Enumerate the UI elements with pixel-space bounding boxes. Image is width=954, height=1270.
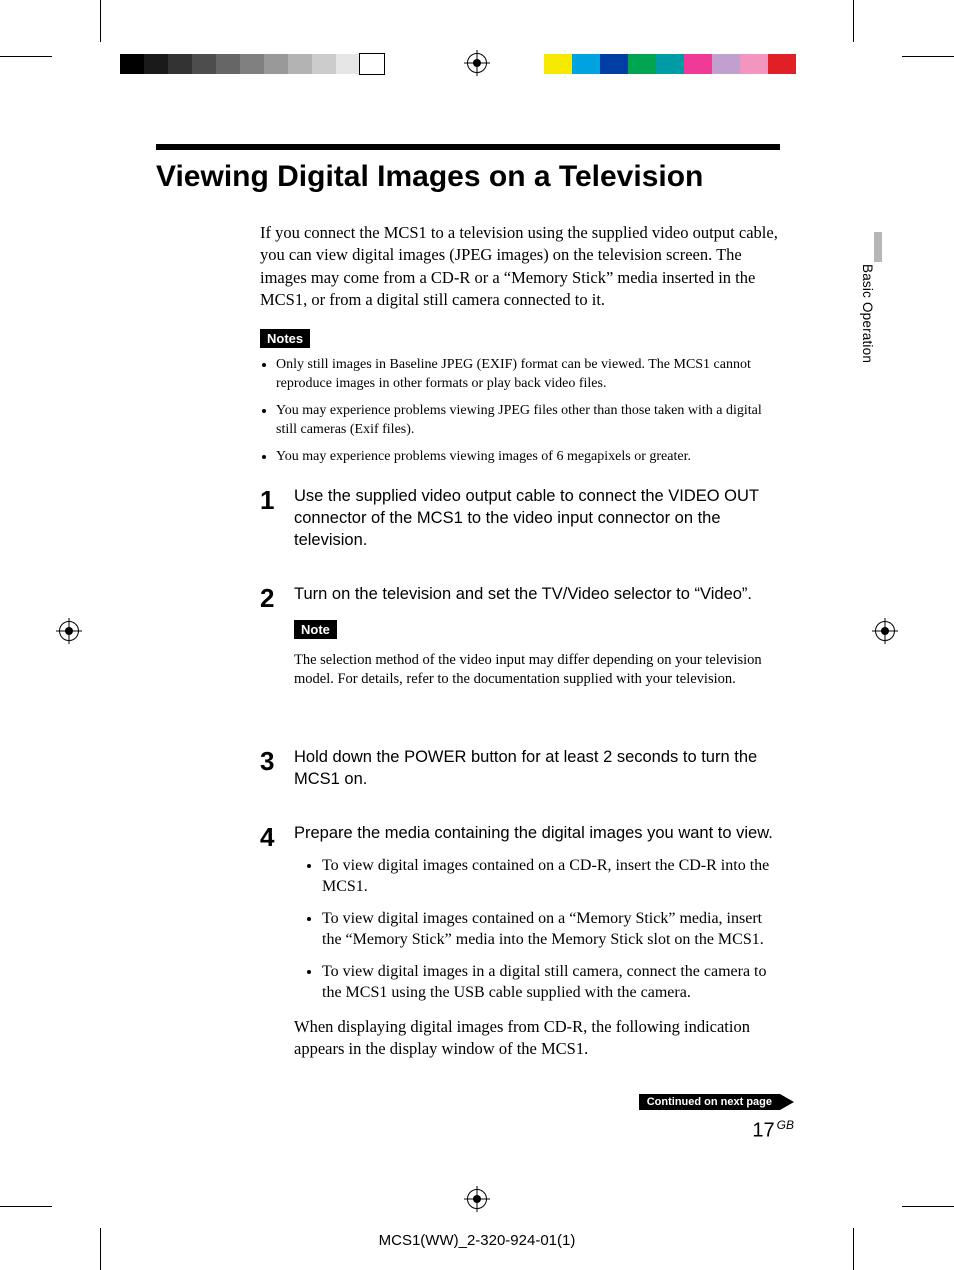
- crop-mark: [0, 56, 52, 57]
- list-item: To view digital images in a digital stil…: [322, 961, 780, 1004]
- crop-mark: [853, 0, 854, 42]
- list-item: To view digital images contained on a CD…: [322, 855, 780, 898]
- step: 3 Hold down the POWER button for at leas…: [260, 746, 780, 801]
- step-number: 4: [260, 822, 294, 1060]
- step-number: 2: [260, 583, 294, 697]
- registration-mark-icon: [56, 618, 82, 644]
- title-rule: [156, 144, 780, 150]
- note-label: Note: [294, 620, 337, 639]
- list-item: Only still images in Baseline JPEG (EXIF…: [276, 356, 780, 394]
- step-number: 1: [260, 485, 294, 562]
- page-number: 17GB: [752, 1118, 794, 1143]
- sub-bullets: To view digital images contained on a CD…: [294, 855, 780, 1005]
- registration-mark-icon: [464, 50, 490, 76]
- step-text: Prepare the media containing the digital…: [294, 822, 780, 844]
- crop-mark: [0, 1206, 52, 1207]
- page-lang: GB: [777, 1118, 794, 1132]
- page-number-value: 17: [752, 1120, 774, 1142]
- list-item: To view digital images contained on a “M…: [322, 908, 780, 951]
- body-column: If you connect the MCS1 to a television …: [260, 222, 780, 1061]
- step-text: Use the supplied video output cable to c…: [294, 485, 780, 552]
- step-body: Prepare the media containing the digital…: [294, 822, 780, 1060]
- spacer: [260, 720, 780, 746]
- crop-mark: [100, 0, 101, 42]
- continued-banner: Continued on next page: [639, 1094, 794, 1110]
- notes-list: Only still images in Baseline JPEG (EXIF…: [260, 356, 780, 466]
- crop-mark: [902, 1206, 954, 1207]
- arrow-right-icon: [780, 1094, 794, 1110]
- notes-label: Notes: [260, 329, 310, 348]
- step: 4 Prepare the media containing the digit…: [260, 822, 780, 1060]
- continued-label: Continued on next page: [639, 1094, 780, 1110]
- crop-mark: [902, 56, 954, 57]
- step-text: Turn on the television and set the TV/Vi…: [294, 583, 780, 605]
- step: 1 Use the supplied video output cable to…: [260, 485, 780, 562]
- list-item: You may experience problems viewing JPEG…: [276, 402, 780, 440]
- color-bar: [544, 54, 796, 74]
- note-text: The selection method of the video input …: [294, 651, 780, 690]
- section-tab: Basic Operation: [860, 232, 882, 363]
- list-item: You may experience problems viewing imag…: [276, 448, 780, 467]
- page: Basic Operation Viewing Digital Images o…: [0, 0, 954, 1270]
- doc-footer: MCS1(WW)_2-320-924-01(1): [0, 1232, 954, 1249]
- grayscale-ramp: [120, 54, 384, 74]
- step-number: 3: [260, 746, 294, 801]
- step-text: Hold down the POWER button for at least …: [294, 746, 780, 791]
- section-tab-marker: [874, 232, 882, 262]
- step-body: Turn on the television and set the TV/Vi…: [294, 583, 780, 697]
- registration-mark-icon: [872, 618, 898, 644]
- step: 2 Turn on the television and set the TV/…: [260, 583, 780, 697]
- content-area: Viewing Digital Images on a Television I…: [156, 144, 796, 1061]
- intro-paragraph: If you connect the MCS1 to a television …: [260, 222, 780, 311]
- page-title: Viewing Digital Images on a Television: [156, 160, 796, 194]
- registration-mark-icon: [464, 1186, 490, 1212]
- step-body: Hold down the POWER button for at least …: [294, 746, 780, 801]
- section-tab-label: Basic Operation: [860, 264, 875, 363]
- step-body: Use the supplied video output cable to c…: [294, 485, 780, 562]
- closing-text: When displaying digital images from CD-R…: [294, 1016, 780, 1061]
